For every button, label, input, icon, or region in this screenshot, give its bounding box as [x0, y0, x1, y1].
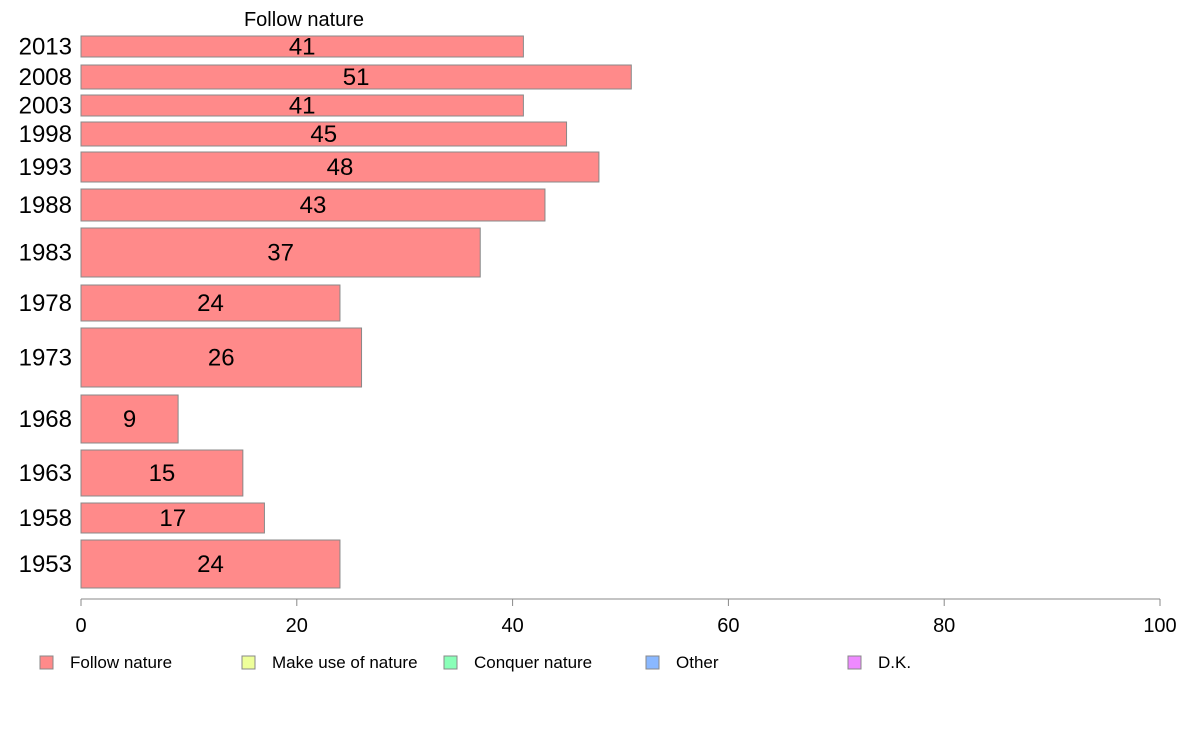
x-tick-label-40: 40 — [501, 615, 523, 637]
legend-label-3: Other — [676, 653, 719, 672]
bar-1963 — [80, 449, 244, 497]
bar-2003 — [80, 94, 524, 117]
year-label-2008: 2008 — [19, 64, 72, 91]
bar-2008 — [80, 64, 632, 90]
legend-swatch-1 — [241, 655, 256, 670]
year-label-1968: 1968 — [19, 406, 72, 433]
bar-1973 — [80, 327, 363, 388]
bar-label-1963: 15 — [149, 460, 176, 487]
bar-label-2003: 41 — [289, 93, 316, 120]
legend-swatch-4 — [847, 655, 862, 670]
legend-swatch-3 — [645, 655, 660, 670]
year-label-2013: 2013 — [19, 34, 72, 61]
bar-2013 — [80, 35, 524, 58]
bar-1978 — [80, 284, 341, 322]
bar-label-1993: 48 — [327, 154, 354, 181]
year-label-1998: 1998 — [19, 121, 72, 148]
bar-label-2008: 51 — [343, 64, 370, 91]
legend-swatch-2 — [443, 655, 458, 670]
x-tick-label-100: 100 — [1143, 615, 1176, 637]
bar-1988 — [80, 188, 546, 222]
legend-label-2: Conquer nature — [474, 653, 592, 672]
bar-1983 — [80, 227, 481, 278]
year-label-1973: 1973 — [19, 345, 72, 372]
bar-label-1958: 17 — [159, 505, 186, 532]
bar-1968 — [80, 394, 179, 444]
legend-swatch-0 — [39, 655, 54, 670]
bar-1998 — [80, 121, 568, 147]
year-label-1983: 1983 — [19, 240, 72, 267]
bar-label-1978: 24 — [197, 290, 224, 317]
year-label-1988: 1988 — [19, 192, 72, 219]
year-label-1993: 1993 — [19, 154, 72, 181]
bar-1993 — [80, 151, 600, 183]
panel-title: Follow nature — [244, 9, 364, 31]
x-tick-label-20: 20 — [286, 615, 308, 637]
x-tick-label-60: 60 — [717, 615, 739, 637]
bar-1953 — [80, 539, 341, 589]
year-label-1978: 1978 — [19, 290, 72, 317]
year-label-2003: 2003 — [19, 93, 72, 120]
bar-label-1983: 37 — [267, 240, 294, 267]
legend-label-0: Follow nature — [70, 653, 172, 672]
bar-label-1968: 9 — [123, 406, 136, 433]
legend-label-4: D.K. — [878, 653, 911, 672]
bar-label-1998: 45 — [310, 121, 337, 148]
bar-label-1973: 26 — [208, 345, 235, 372]
bar-1958 — [80, 502, 265, 534]
year-label-1963: 1963 — [19, 460, 72, 487]
bar-label-1953: 24 — [197, 551, 224, 578]
x-tick-label-80: 80 — [933, 615, 955, 637]
bar-label-1988: 43 — [300, 192, 327, 219]
bar-label-2013: 41 — [289, 34, 316, 61]
x-tick-label-0: 0 — [75, 615, 86, 637]
legend-label-1: Make use of nature — [272, 653, 418, 672]
year-label-1958: 1958 — [19, 505, 72, 532]
year-label-1953: 1953 — [19, 551, 72, 578]
